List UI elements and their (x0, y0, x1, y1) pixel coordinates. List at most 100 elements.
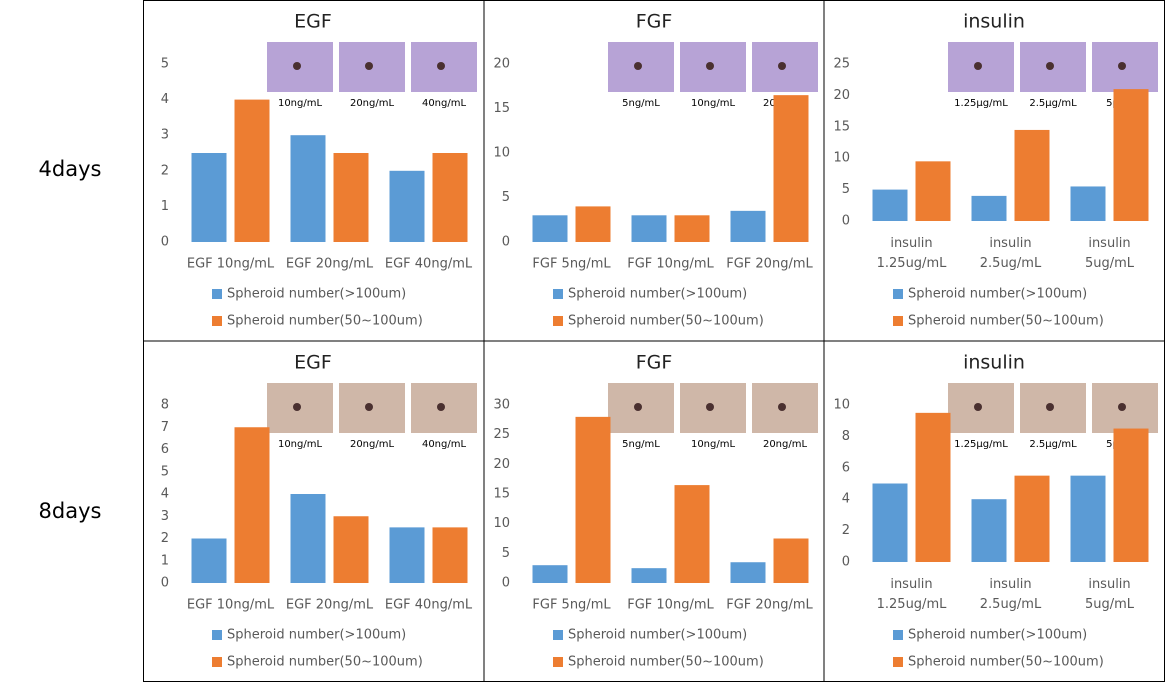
x-tick-label: EGF 20ng/mL (286, 257, 374, 272)
bar (631, 215, 667, 242)
row-label: 4days (39, 157, 102, 181)
spheroid (293, 62, 301, 70)
x-tick-label: insulin 5ug/mL (1085, 236, 1135, 271)
legend-label: Spheroid number(>100um) (568, 287, 747, 302)
spheroid (293, 403, 301, 411)
bar (1113, 89, 1149, 222)
bar (1070, 186, 1106, 221)
bar (1014, 475, 1050, 562)
image-caption: 20ng/mL (350, 439, 395, 450)
bar (674, 215, 710, 242)
legend-label: Spheroid number(50~100um) (227, 655, 423, 670)
x-tick-label: insulin 1.25ug/mL (877, 236, 947, 271)
bar (532, 215, 568, 242)
legend-label: Spheroid number(50~100um) (908, 655, 1104, 670)
y-tick-label: 25 (833, 57, 850, 72)
y-tick-label: 30 (493, 398, 510, 413)
image-caption: 5ng/mL (622, 98, 660, 109)
legend-swatch (212, 316, 222, 326)
bar (730, 210, 766, 242)
bar (234, 427, 270, 583)
y-tick-label: 20 (493, 57, 510, 72)
y-tick-label: 0 (842, 555, 850, 570)
y-tick-label: 8 (161, 398, 169, 413)
legend-swatch (893, 289, 903, 299)
image-caption: 1.25μg/mL (954, 439, 1008, 450)
spheroid (634, 403, 642, 411)
spheroid (974, 62, 982, 70)
x-tick-label: FGF 5ng/mL (532, 257, 611, 272)
spheroid (778, 62, 786, 70)
image-caption: 40ng/mL (422, 439, 467, 450)
y-tick-label: 3 (161, 509, 169, 524)
y-tick-label: 10 (493, 516, 510, 531)
y-tick-label: 5 (161, 57, 169, 72)
legend-swatch (893, 630, 903, 640)
y-tick-label: 2 (161, 163, 169, 178)
y-tick-label: 0 (502, 576, 510, 591)
y-tick-label: 7 (161, 420, 169, 435)
spheroid (437, 62, 445, 70)
spheroid (634, 62, 642, 70)
bar (389, 170, 425, 242)
x-tick-label: EGF 40ng/mL (385, 257, 473, 272)
image-caption: 5ng/mL (622, 439, 660, 450)
legend-swatch (893, 657, 903, 667)
x-tick-label: insulin 2.5ug/mL (980, 236, 1042, 271)
chart-title: EGF (294, 352, 332, 374)
legend-label: Spheroid number(50~100um) (227, 314, 423, 329)
bar (1014, 129, 1050, 221)
image-caption: 2.5μg/mL (1029, 439, 1077, 450)
legend-swatch (553, 289, 563, 299)
bar (532, 565, 568, 583)
image-caption: 1.25μg/mL (954, 98, 1008, 109)
image-caption: 10ng/mL (278, 439, 323, 450)
y-tick-label: 5 (502, 190, 510, 205)
x-tick-label: FGF 10ng/mL (627, 598, 714, 613)
bar (1113, 428, 1149, 562)
y-tick-label: 15 (493, 101, 510, 116)
legend-label: Spheroid number(50~100um) (568, 655, 764, 670)
y-tick-label: 15 (833, 119, 850, 134)
y-tick-label: 15 (493, 487, 510, 502)
image-caption: 20ng/mL (350, 98, 395, 109)
x-tick-label: EGF 20ng/mL (286, 598, 374, 613)
spheroid (974, 403, 982, 411)
y-tick-label: 6 (161, 442, 169, 457)
y-tick-label: 0 (502, 235, 510, 250)
image-caption: 2.5μg/mL (1029, 98, 1077, 109)
y-tick-label: 5 (502, 546, 510, 561)
legend-swatch (212, 289, 222, 299)
bar (915, 412, 951, 562)
bar (290, 494, 326, 583)
spheroid (706, 62, 714, 70)
y-tick-label: 2 (842, 523, 850, 538)
spheroid (1118, 62, 1126, 70)
x-tick-label: FGF 10ng/mL (627, 257, 714, 272)
legend-label: Spheroid number(>100um) (227, 628, 406, 643)
bar (333, 153, 369, 242)
bar (432, 527, 468, 583)
image-caption: 10ng/mL (691, 439, 736, 450)
bar (290, 135, 326, 242)
bar (971, 195, 1007, 221)
legend-swatch (553, 657, 563, 667)
y-tick-label: 4 (161, 92, 169, 107)
bar (674, 485, 710, 583)
bar (191, 153, 227, 242)
spheroid (1046, 62, 1054, 70)
bar (971, 499, 1007, 562)
y-tick-label: 6 (842, 460, 850, 475)
x-tick-label: insulin 2.5ug/mL (980, 577, 1042, 612)
legend-swatch (893, 316, 903, 326)
legend-label: Spheroid number(50~100um) (568, 314, 764, 329)
x-tick-label: EGF 40ng/mL (385, 598, 473, 613)
spheroid (365, 62, 373, 70)
chart-title: insulin (963, 11, 1025, 33)
spheroid (706, 403, 714, 411)
chart-title: FGF (636, 11, 673, 33)
legend-label: Spheroid number(>100um) (908, 287, 1087, 302)
spheroid (437, 403, 445, 411)
bar (575, 206, 611, 242)
